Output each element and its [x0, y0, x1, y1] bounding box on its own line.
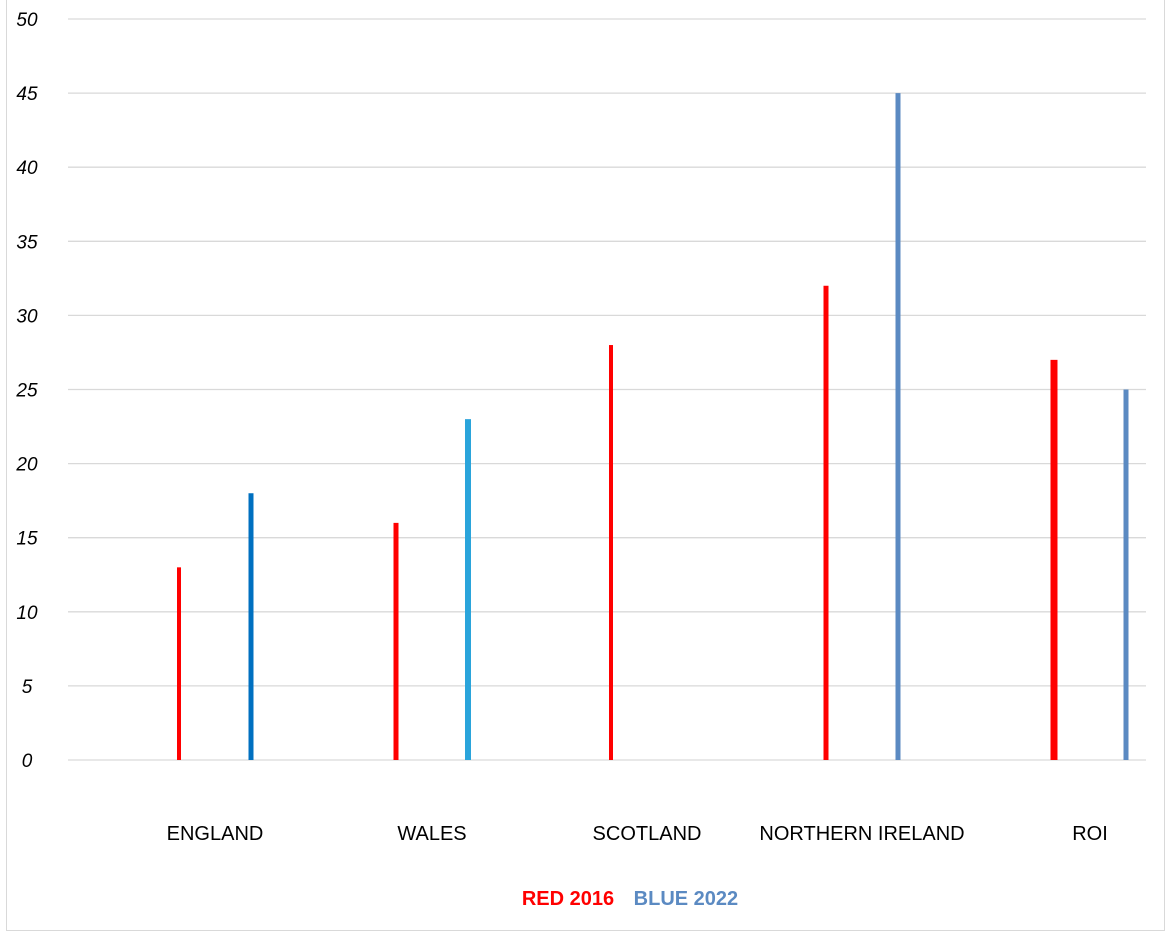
y-tick-label: 35 — [16, 232, 38, 253]
y-axis-tick-labels: 0 5 10 15 20 25 30 35 40 45 50 — [15, 10, 38, 772]
bar-blue-2022-england — [248, 493, 254, 760]
legend-item-blue-2022: BLUE 2022 — [634, 888, 739, 910]
y-tick-label: 5 — [22, 677, 33, 698]
bar-red-2016-scotland — [609, 345, 613, 760]
y-tick-label: 40 — [16, 158, 38, 179]
bar-red-2016-northern-ireland — [823, 285, 829, 760]
gridlines — [68, 18, 1146, 761]
bar-red-2016-wales — [393, 522, 399, 760]
y-tick-label: 30 — [16, 306, 38, 327]
x-category-label: NORTHERN IRELAND — [759, 823, 964, 845]
x-category-label: ENGLAND — [167, 823, 264, 845]
y-tick-label: 20 — [15, 455, 38, 476]
y-tick-label: 25 — [15, 381, 38, 402]
x-axis-category-labels: ENGLAND WALES SCOTLAND NORTHERN IRELAND ROI — [167, 823, 1108, 845]
y-tick-label: 50 — [16, 10, 38, 31]
x-category-label: ROI — [1072, 823, 1108, 845]
x-category-label: SCOTLAND — [593, 823, 702, 845]
bar-red-2016-roi — [1050, 359, 1058, 760]
y-tick-label: 10 — [16, 603, 38, 624]
y-tick-label: 45 — [16, 84, 38, 105]
chart-frame — [6, 0, 1165, 931]
legend: RED 2016 BLUE 2022 — [522, 888, 738, 910]
legend-item-red-2016: RED 2016 — [522, 888, 614, 910]
x-category-label: WALES — [397, 823, 466, 845]
bars — [177, 93, 1129, 761]
bar-red-2016-england — [177, 567, 181, 760]
y-tick-label: 15 — [16, 529, 38, 550]
bar-blue-2022-roi — [1123, 389, 1129, 760]
bar-blue-2022-northern-ireland — [895, 93, 901, 761]
y-tick-label: 0 — [22, 751, 33, 772]
bar-blue-2022-wales — [465, 419, 471, 760]
